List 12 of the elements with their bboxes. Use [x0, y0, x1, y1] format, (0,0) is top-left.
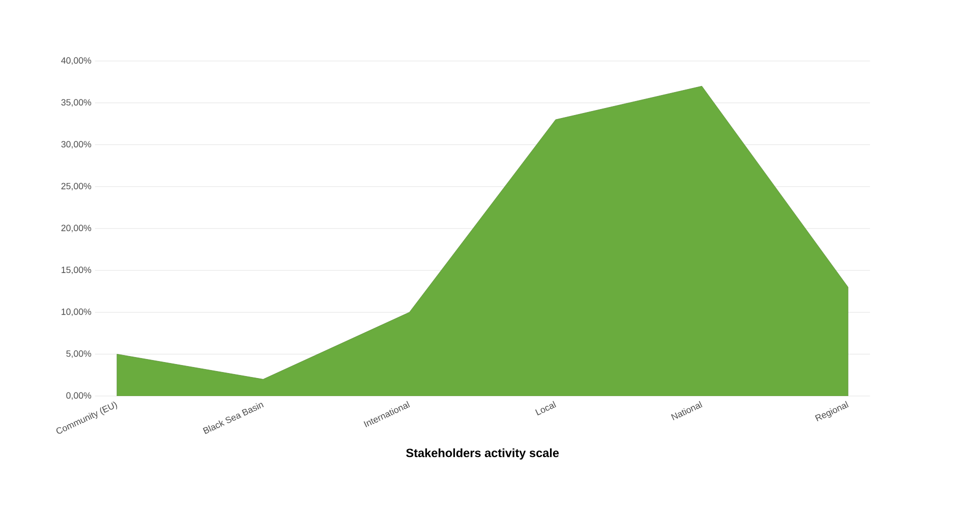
y-tick-label: 20,00%	[61, 224, 92, 232]
y-tick-label: 15,00%	[62, 266, 92, 274]
y-tick-label: 40,00%	[61, 57, 92, 65]
y-tick-label: 0,00%	[66, 392, 92, 400]
x-tick-label: Local	[535, 400, 556, 416]
y-tick-label: 10,00%	[62, 308, 92, 316]
y-tick-label: 5,00%	[66, 350, 92, 358]
y-tick-label: 25,00%	[61, 182, 92, 190]
y-tick-label: 30,00%	[61, 141, 92, 148]
y-tick-label: 35,00%	[61, 99, 92, 107]
x-axis-title: Stakeholders activity scale	[406, 448, 559, 460]
x-tick-label: Black Sea Basin	[202, 402, 264, 434]
